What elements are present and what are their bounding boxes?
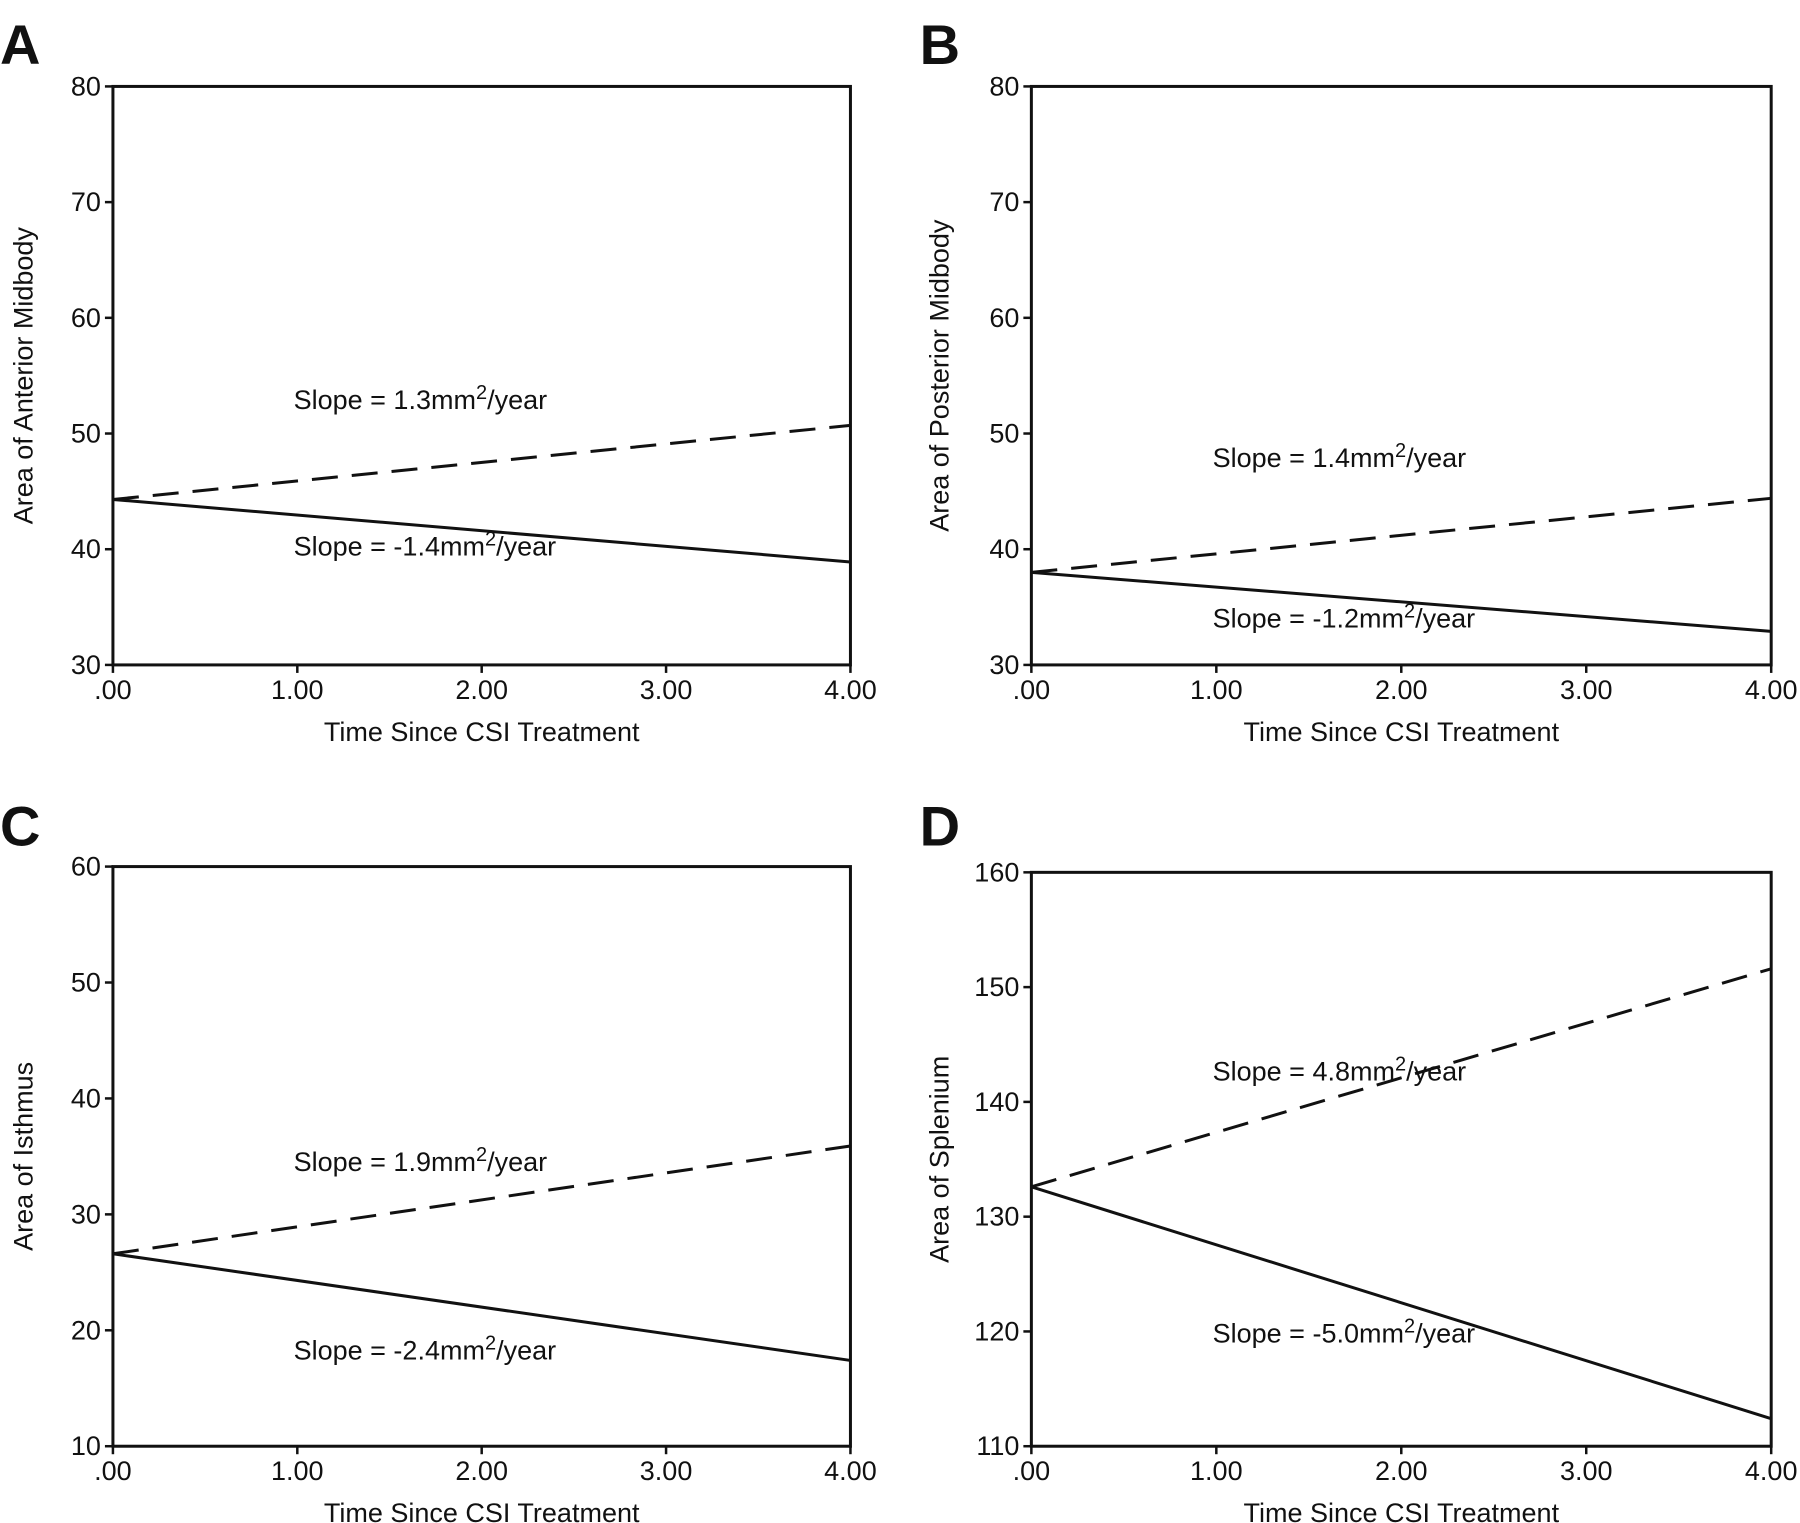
slope-annotation: Slope = -5.0mm2/year [1213,1315,1476,1348]
y-tick-label: 30 [71,650,101,680]
y-tick-label: 160 [974,857,1019,887]
plot-frame [111,84,852,667]
x-tick-label: 1.00 [1190,1456,1243,1486]
y-tick-label: 70 [989,187,1019,217]
y-tick-label: 120 [974,1316,1019,1346]
x-tick-label: .00 [1013,1456,1051,1486]
y-tick-label: 110 [976,1431,1019,1461]
y-tick-label: 50 [989,419,1019,449]
x-tick-label: 2.00 [455,1456,508,1486]
plot-frame [1029,870,1773,1448]
y-tick-label: 80 [71,71,101,101]
solid-regression-line [1031,570,1772,633]
x-tick-label: 3.00 [640,1456,693,1486]
slope-annotation: Slope = -2.4mm2/year [294,1332,557,1365]
slope-annotation: Slope = -1.4mm2/year [294,529,557,562]
y-tick-label: 140 [974,1087,1019,1117]
x-tick-label: 4.00 [824,1456,877,1486]
x-tick-label: 4.00 [824,675,877,705]
x-tick-label: 3.00 [1560,1456,1613,1486]
y-tick-label: 30 [71,1199,101,1229]
solid-regression-line [112,497,851,564]
panel-d: D 110 120 130 140 150 160 .00 1.00 2.00 3.00 4.00 Ti… [920,794,1798,1523]
y-tick-label: 130 [974,1202,1019,1232]
panel-a: A 30 40 50 60 70 80 .00 1.00 2.00 3.00 4.00 Time Sin… [0,13,877,747]
x-tick-label: 2.00 [1375,675,1428,705]
dashed-regression-line [112,423,851,501]
y-tick-label: 60 [989,303,1019,333]
y-tick-label: 150 [974,972,1019,1002]
x-tick-label: 3.00 [640,675,693,705]
y-tick-label: 50 [71,419,101,449]
x-tick-label: 1.00 [271,675,324,705]
x-tick-label: 2.00 [455,675,508,705]
x-tick-label: 4.00 [1745,675,1798,705]
x-tick-label: 3.00 [1560,675,1613,705]
y-axis-title: Area of Anterior Midbody [8,227,38,525]
x-tick-label: .00 [1013,675,1051,705]
x-tick-label: 1.00 [271,1456,324,1486]
x-axis-title: Time Since CSI Treatment [1243,717,1559,747]
y-axis-title: Area of Isthmus [8,1062,38,1251]
solid-regression-line [1030,1185,1772,1421]
plot-frame [1029,84,1773,667]
x-tick-label: 4.00 [1745,1456,1798,1486]
panel-letter: A [0,13,40,76]
slope-annotation: Slope = 1.4mm2/year [1213,440,1467,473]
x-tick-label: 1.00 [1190,675,1243,705]
y-tick-label: 10 [71,1431,101,1461]
y-tick-label: 40 [71,1083,101,1113]
dashed-regression-line [112,1144,851,1256]
dashed-regression-line [1030,967,1772,1189]
y-tick-label: 20 [71,1315,101,1345]
x-tick-label: .00 [94,1456,132,1486]
y-tick-label: 80 [989,71,1019,101]
y-axis-title: Area of Splenium [924,1056,954,1263]
panel-letter: D [920,794,960,857]
panel-b: B 30 40 50 60 70 80 .00 1.00 2.00 3.00 4.00 Time Sin… [920,13,1798,747]
slope-annotation: Slope = 1.3mm2/year [294,382,548,415]
y-tick-label: 40 [989,534,1019,564]
x-tick-label: .00 [94,675,132,705]
panel-c: C 10 20 30 40 50 60 .00 1.00 2.00 3.00 4.00 Time Sin… [0,794,877,1523]
slope-annotation: Slope = 1.9mm2/year [294,1144,548,1177]
x-axis-title: Time Since CSI Treatment [324,1498,640,1523]
x-tick-label: 2.00 [1375,1456,1428,1486]
x-axis-title: Time Since CSI Treatment [324,717,640,747]
panel-letter: C [0,794,40,857]
y-tick-label: 70 [71,187,101,217]
y-tick-label: 50 [71,968,101,998]
y-tick-label: 60 [71,852,101,882]
panel-letter: B [920,13,960,76]
slope-annotation: Slope = -1.2mm2/year [1213,601,1476,634]
slope-annotation: Slope = 4.8mm2/year [1213,1054,1467,1087]
y-tick-label: 30 [989,650,1019,680]
x-axis-title: Time Since CSI Treatment [1243,1498,1559,1523]
y-tick-label: 60 [71,303,101,333]
dashed-regression-line [1031,496,1772,574]
y-axis-title: Area of Posterior Midbody [924,219,954,532]
y-tick-label: 40 [71,534,101,564]
solid-regression-line [112,1252,851,1362]
